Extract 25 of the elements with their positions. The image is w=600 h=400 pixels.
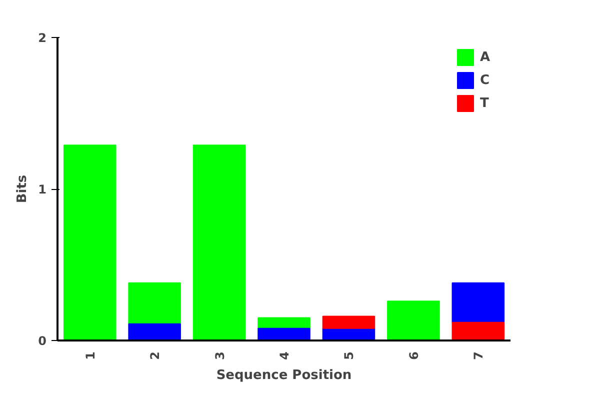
- bar: [128, 282, 181, 324]
- bar: [192, 144, 246, 340]
- bar: [452, 282, 505, 323]
- y-tick-label: 2: [38, 31, 47, 45]
- x-tick-label: 4: [278, 351, 292, 360]
- y-tick-label: 1: [38, 182, 47, 196]
- x-tick-label: 6: [406, 351, 421, 360]
- x-tick-label: 3: [212, 351, 227, 360]
- x-tick-label: 2: [148, 351, 162, 360]
- bar: [128, 323, 181, 340]
- bar: [452, 322, 505, 340]
- bar: [258, 317, 310, 329]
- legend-label: A: [480, 50, 492, 64]
- y-tick-label: 0: [38, 334, 47, 348]
- bar: [387, 300, 440, 340]
- x-tick-label: 5: [342, 351, 356, 360]
- x-axis-title: Sequence Position: [216, 368, 352, 383]
- bar: [63, 144, 116, 340]
- bar: [258, 328, 310, 340]
- bar: [322, 316, 376, 329]
- legend-label: C: [480, 72, 491, 88]
- y-axis-title: Bits: [15, 174, 30, 204]
- x-tick-label: 1: [83, 351, 98, 360]
- x-tick-label: 7: [472, 351, 486, 360]
- legend-label: T: [480, 96, 490, 110]
